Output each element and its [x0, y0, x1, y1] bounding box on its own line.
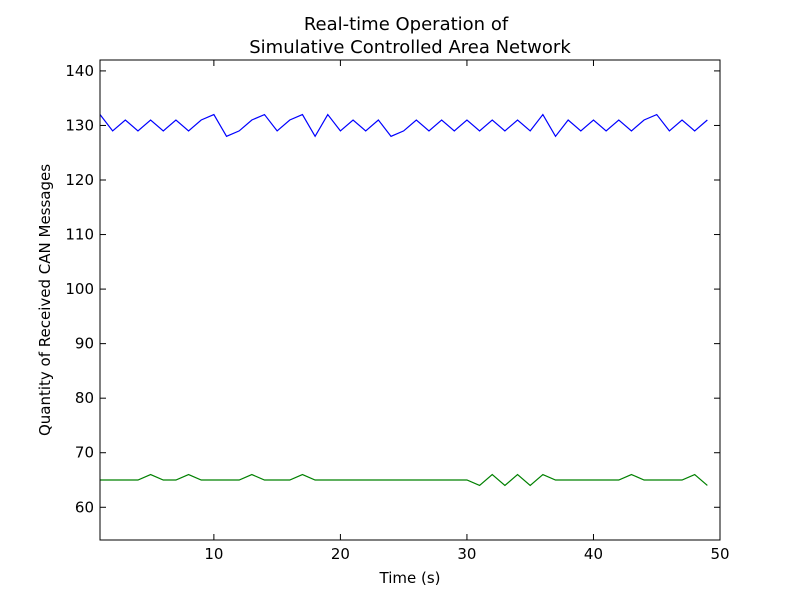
y-tick-label: 130	[65, 116, 94, 134]
x-tick-label: 40	[584, 545, 603, 563]
axes: 10 20 30 40 50 60 70 80 90 100 110 120 130 140	[65, 59, 730, 563]
y-tick-label: 90	[75, 335, 94, 353]
plot-area	[99, 113, 708, 487]
series-line-1	[99, 113, 708, 138]
x-tick-label: 20	[331, 545, 350, 563]
x-tick-label: 50	[710, 545, 729, 563]
series-line-2	[100, 473, 708, 487]
x-tick-label: 30	[457, 545, 476, 563]
y-tick-label: 60	[75, 498, 94, 516]
chart-title-line-2: Simulative Controlled Area Network	[249, 37, 571, 58]
y-tick-label: 80	[75, 389, 94, 407]
axes-frame	[99, 59, 721, 541]
y-tick-label: 100	[65, 280, 94, 298]
chart-title-line-1: Real-time Operation of	[304, 14, 509, 35]
y-tick-label: 120	[65, 171, 94, 189]
x-axis-label: Time (s)	[379, 569, 441, 587]
x-tick-label: 10	[204, 545, 223, 563]
y-axis-label: Quantity of Received CAN Messages	[36, 164, 54, 436]
y-tick-label: 140	[65, 62, 94, 80]
y-tick-label: 110	[65, 226, 94, 244]
y-tick-label: 70	[75, 444, 94, 462]
